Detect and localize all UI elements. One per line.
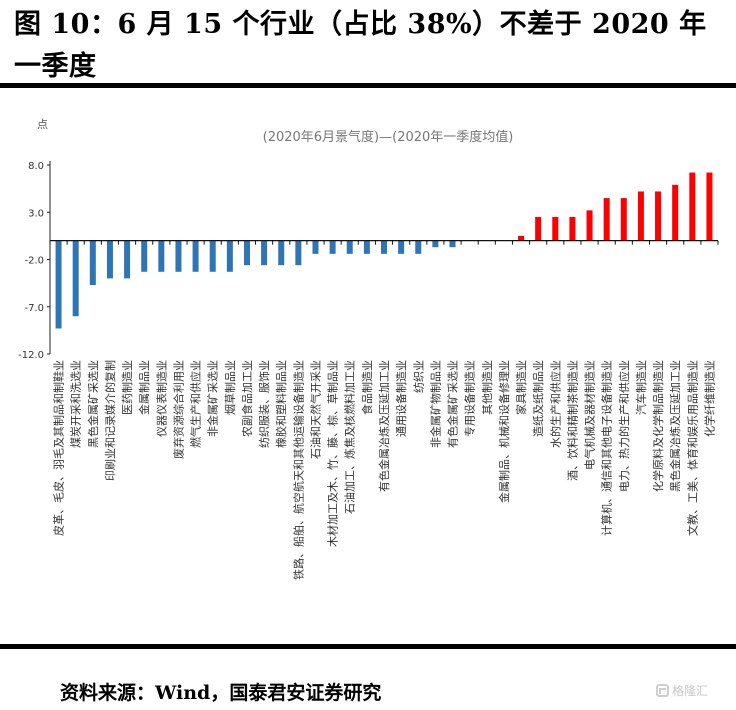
y-axis-unit-label: 点 — [37, 118, 48, 131]
x-tick-label: 非金属矿物制品业 — [428, 360, 442, 448]
bar-7 — [158, 240, 165, 272]
bar-39 — [706, 172, 713, 241]
x-tick-label: 黑色金属矿采选业 — [86, 360, 100, 448]
y-tick-label: -7.0 — [24, 303, 44, 314]
bar-3 — [89, 240, 96, 286]
x-tick-label: 金属制品、机械和设备修理业 — [497, 360, 511, 503]
bar-11 — [226, 240, 233, 272]
x-tick-label: 通用设备制造业 — [394, 360, 408, 437]
bar-8 — [175, 240, 182, 272]
x-tick-label: 纺织业 — [411, 360, 425, 393]
x-tick-label: 废弃资源综合利用业 — [171, 360, 185, 459]
bar-38 — [689, 172, 696, 241]
x-tick-label: 化学纤维制造业 — [702, 360, 716, 437]
figure-title: 图 10：6 月 15 个行业（占比 38%）不差于 2020 年一季度 — [14, 9, 707, 82]
x-tick-label: 文教、工美、体育和娱乐用品制造业 — [685, 360, 699, 536]
x-tick-label: 木材加工及木、竹、藤、棕、草制品业 — [326, 360, 340, 547]
x-tick-label: 石油加工、炼焦及核燃料加工业 — [343, 360, 357, 514]
bar-12 — [243, 240, 250, 266]
x-tick-label: 有色金属冶炼及压延加工业 — [377, 360, 391, 492]
x-tick-label: 烟草制品业 — [223, 360, 237, 415]
y-tick-label: -12.0 — [18, 350, 44, 361]
bar-18 — [346, 240, 353, 254]
x-tick-label: 汽车制造业 — [634, 360, 648, 415]
bar-10 — [209, 240, 216, 272]
bar-30 — [552, 216, 559, 241]
x-tick-label: 酒、饮料和精制茶制造业 — [565, 360, 579, 481]
x-tick-label: 电力、热力的生产和供应业 — [617, 360, 631, 492]
bar-21 — [398, 240, 405, 254]
bar-4 — [106, 240, 113, 279]
x-tick-label: 橡胶和塑料制品业 — [274, 360, 288, 448]
bar-36 — [655, 191, 662, 241]
x-tick-label: 食品制造业 — [360, 360, 374, 415]
bar-22 — [415, 240, 422, 254]
x-tick-label: 皮革、毛皮、羽毛及其制品和制鞋业 — [52, 360, 66, 536]
bar-16 — [312, 240, 319, 254]
x-tick-label: 专用设备制造业 — [463, 360, 477, 437]
x-axis — [49, 239, 719, 245]
x-tick-label: 金属制品业 — [137, 360, 151, 415]
x-tick-label: 有色金属矿采选业 — [446, 360, 460, 448]
bar-29 — [535, 216, 542, 241]
bar-19 — [363, 240, 370, 254]
bottom-rule-divider — [0, 644, 736, 649]
source-note: 资料来源：Wind，国泰君安证券研究 — [60, 682, 382, 704]
x-tick-label: 计算机、通信和其他电子设备制造业 — [600, 360, 614, 536]
x-tick-label: 电气机械及器材制造业 — [583, 360, 597, 470]
x-tick-label: 水的生产和供应业 — [548, 360, 562, 448]
y-tick-label: -2.0 — [24, 256, 44, 267]
x-tick-label: 印刷业和记录媒介的复制 — [103, 360, 117, 481]
y-axis: 8.0 3.0 -2.0 -7.0 -12.0 — [18, 161, 51, 361]
bar-1 — [55, 240, 62, 329]
bar-35 — [637, 191, 644, 241]
chart-title: (2020年6月景气度)—(2020年一季度均值) — [262, 130, 514, 145]
bar-31 — [569, 216, 576, 241]
watermark: 格隆汇 — [656, 682, 708, 699]
bar-2 — [72, 240, 79, 317]
y-tick-label: 3.0 — [28, 208, 44, 219]
x-tick-label: 纺织服装、服饰业 — [257, 360, 271, 448]
x-tick-label: 仪器仪表制造业 — [154, 360, 168, 437]
bar-6 — [141, 240, 148, 272]
bar-13 — [261, 240, 268, 266]
bar-14 — [278, 240, 285, 266]
y-tick-label: 8.0 — [28, 161, 44, 172]
bar-23 — [432, 240, 439, 248]
bar-17 — [329, 240, 336, 254]
bar-24 — [449, 240, 456, 248]
x-tick-label: 农副食品加工业 — [240, 360, 254, 437]
x-tick-label: 医药制造业 — [120, 360, 134, 415]
bars — [55, 172, 713, 329]
watermark-text: 格隆汇 — [672, 684, 709, 698]
bar-37 — [672, 184, 679, 241]
top-rule-divider — [0, 83, 736, 88]
x-tick-label: 燃气生产和供应业 — [189, 360, 203, 448]
bar-15 — [295, 240, 302, 266]
x-tick-label: 非金属矿采选业 — [206, 360, 220, 437]
bar-9 — [192, 240, 199, 272]
bar-33 — [603, 198, 610, 241]
x-tick-label: 其他制造业 — [480, 360, 494, 415]
bar-34 — [620, 198, 627, 241]
x-tick-label: 化学原料及化学制品制造业 — [651, 360, 665, 492]
bar-20 — [381, 240, 387, 254]
x-tick-label: 造纸及纸制品业 — [531, 360, 545, 437]
x-tick-label: 石油和天然气开采业 — [308, 360, 322, 459]
watermark-logo-icon — [656, 684, 669, 697]
bar-28 — [518, 235, 525, 241]
x-tick-label: 黑色金属冶炼及压延加工业 — [668, 360, 682, 492]
bar-5 — [124, 240, 131, 279]
x-tick-label: 家具制造业 — [514, 360, 528, 415]
bar-chart: 8.0 3.0 -2.0 -7.0 -12.0 皮革、毛皮、羽毛及其制品和制鞋业 煤炭开采… — [18, 161, 719, 580]
bar-32 — [586, 210, 593, 241]
x-tick-label: 铁路、船舶、航空航天和其他运输设备制造业 — [291, 360, 305, 580]
x-tick-labels: 皮革、毛皮、羽毛及其制品和制鞋业 煤炭开采和洗选业 黑色金属矿采选业 印刷业和记录媒介… — [52, 360, 717, 580]
x-tick-label: 煤炭开采和洗选业 — [70, 360, 83, 448]
